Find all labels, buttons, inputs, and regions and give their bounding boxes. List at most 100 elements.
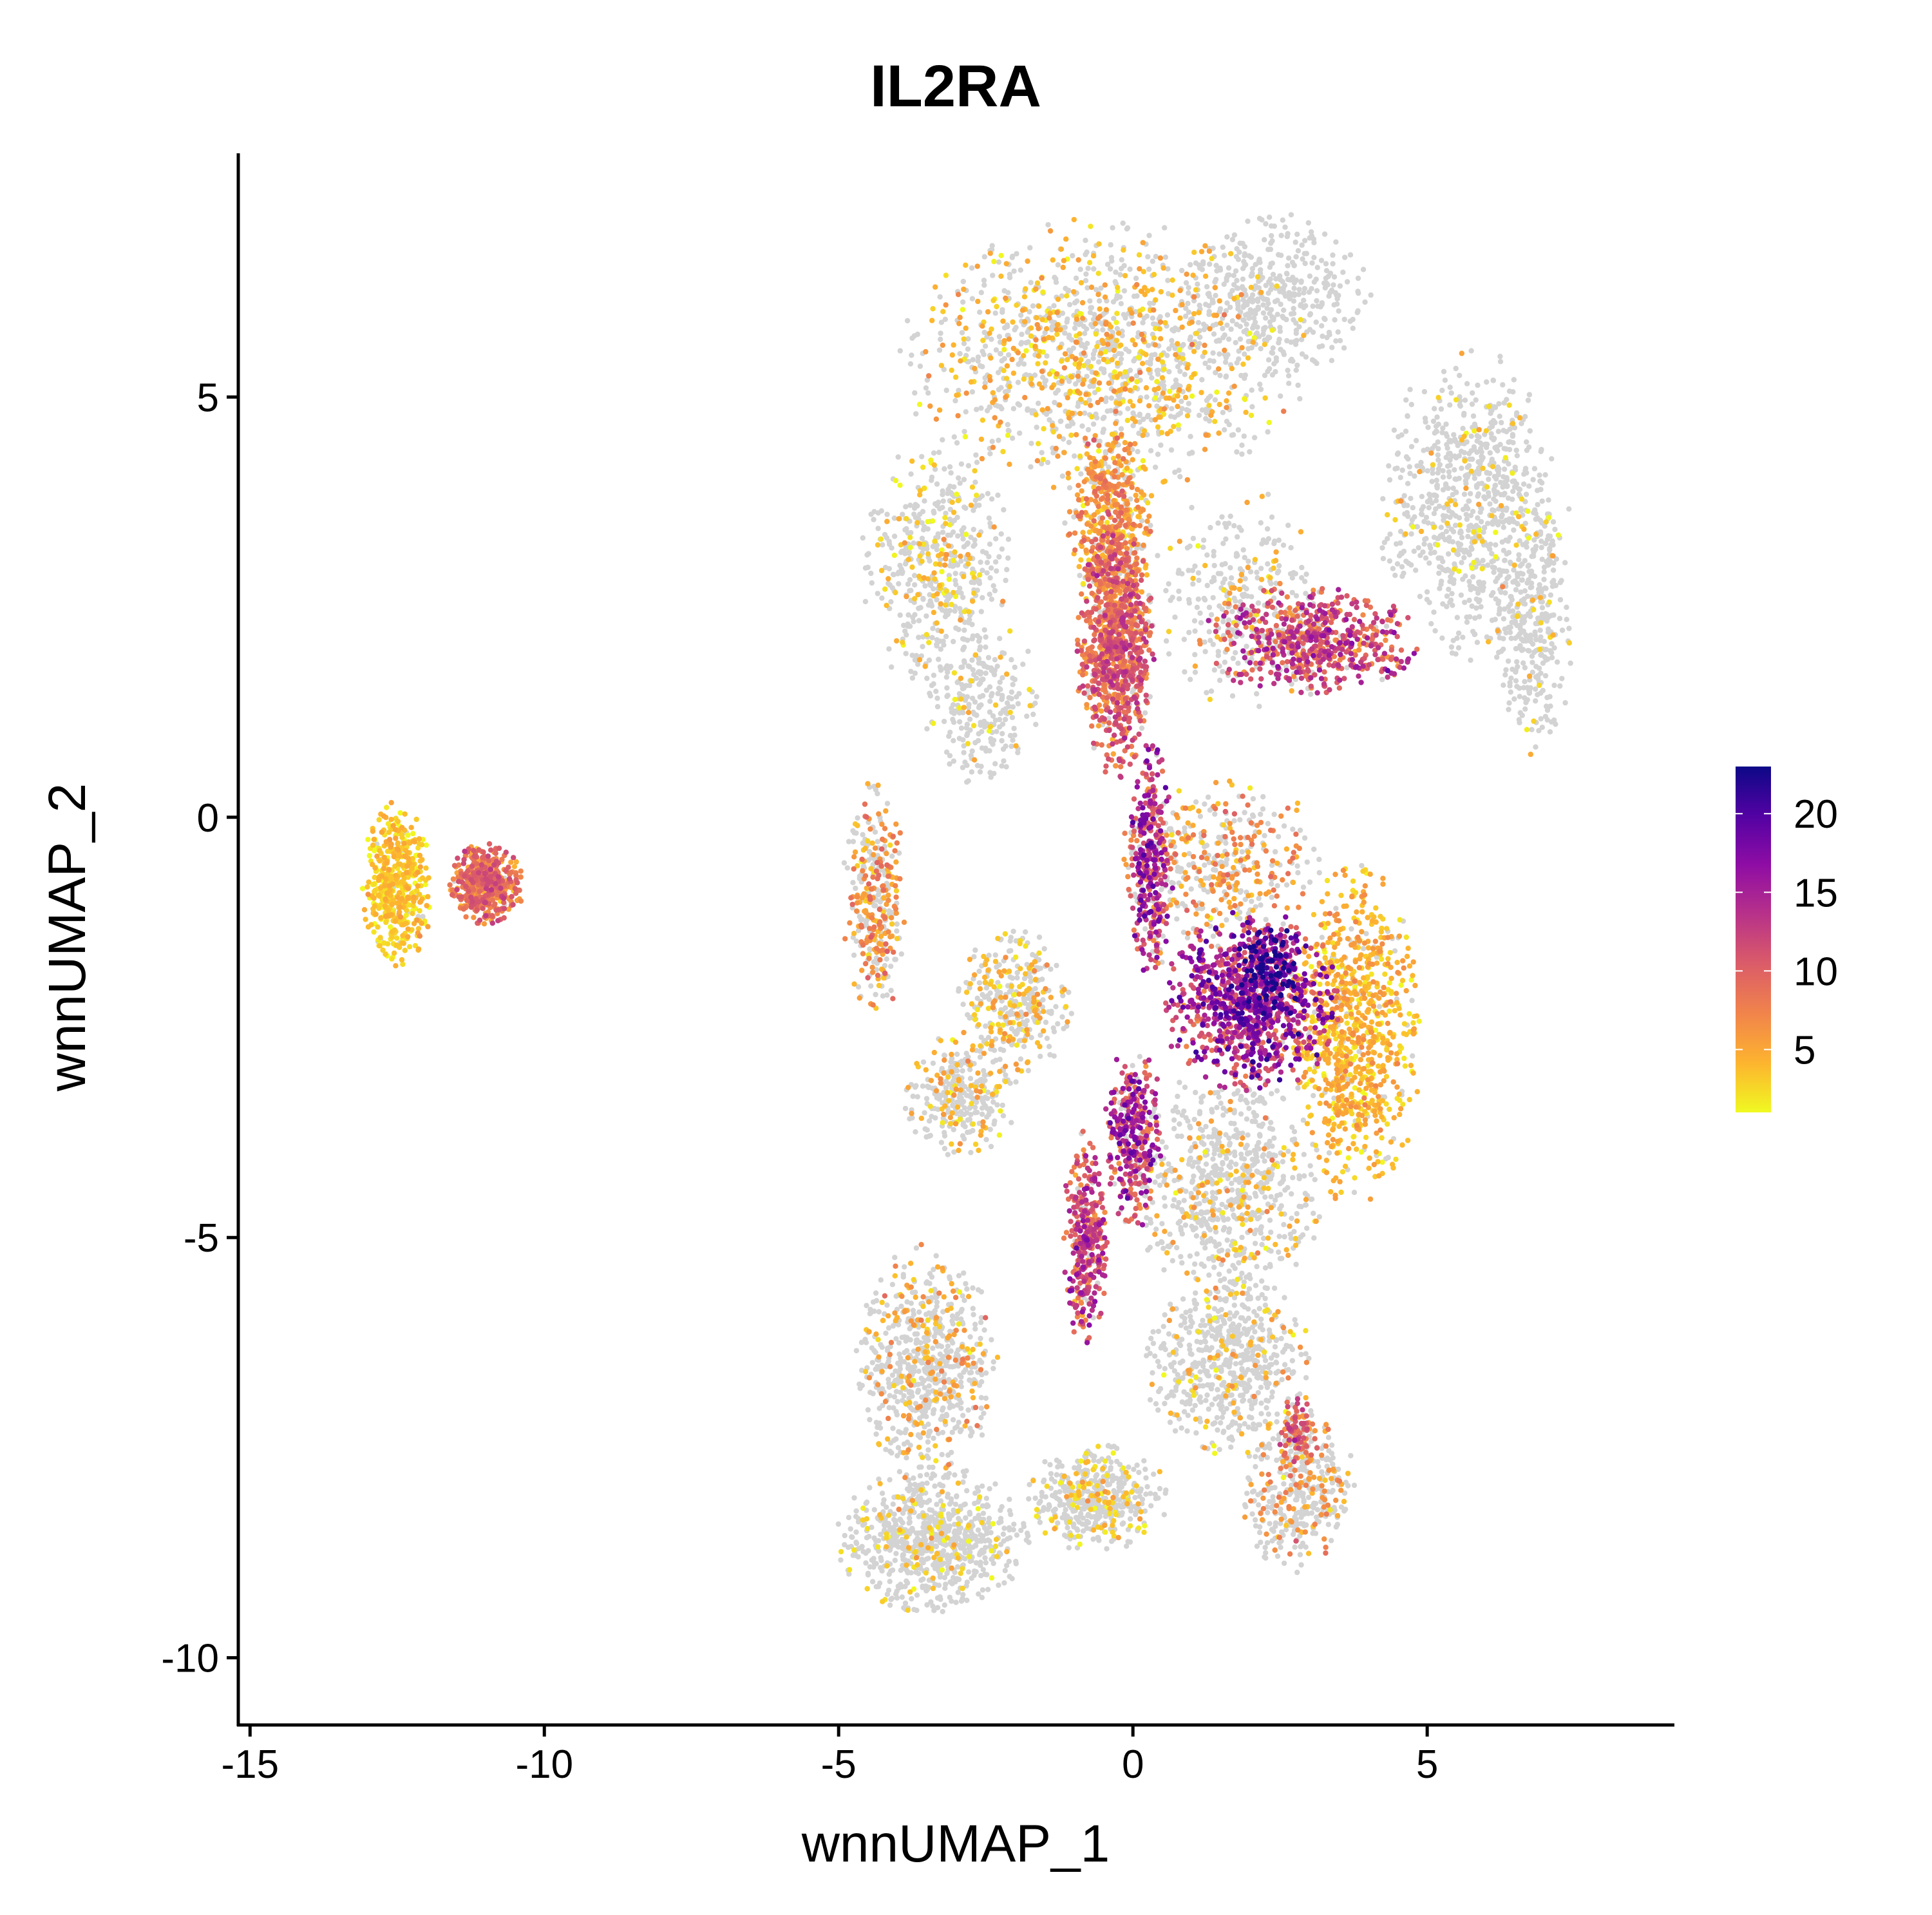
cell-point (1548, 592, 1554, 598)
cell-point (952, 571, 958, 576)
cell-point (1269, 350, 1276, 356)
cell-point (1515, 582, 1521, 587)
cell-point (1198, 1261, 1204, 1267)
cell-point (1504, 429, 1510, 435)
cell-point (960, 278, 967, 285)
cell-point (1232, 1266, 1238, 1272)
cell-point (1244, 643, 1249, 649)
cell-point (1188, 433, 1193, 439)
cell-point (1113, 269, 1119, 275)
cell-point (922, 498, 927, 504)
cell-point (1037, 966, 1043, 971)
cell-point (967, 716, 973, 722)
cell-point (1503, 630, 1509, 636)
cell-point (1028, 464, 1034, 470)
cell-point (1376, 1004, 1383, 1009)
cell-point (1385, 1154, 1391, 1161)
cell-point (1214, 1105, 1220, 1110)
cell-point (1316, 857, 1322, 862)
cell-point (1092, 312, 1097, 318)
cell-point (1302, 251, 1307, 256)
cell-point (1409, 998, 1415, 1004)
cell-point (1027, 309, 1032, 315)
cell-point (871, 517, 876, 522)
cell-point (999, 546, 1005, 552)
cell-point (1298, 1351, 1304, 1357)
cell-point (1300, 256, 1305, 262)
cell-point (1522, 679, 1528, 685)
cell-point (1298, 337, 1305, 343)
cell-point (1234, 1090, 1240, 1096)
cell-point (1204, 843, 1210, 848)
cell-point (1188, 1324, 1194, 1329)
cell-point (1223, 374, 1229, 380)
cell-point (1258, 902, 1264, 908)
cell-point (1211, 549, 1217, 555)
cell-point (1289, 1370, 1295, 1377)
cell-point (1221, 1276, 1227, 1282)
cell-point (965, 778, 971, 784)
cell-point (1245, 1132, 1251, 1138)
cell-point (998, 404, 1003, 410)
cell-point (1082, 410, 1088, 416)
cell-point (1182, 313, 1189, 319)
cell-point (1380, 556, 1387, 562)
cell-point (1256, 1306, 1262, 1311)
cell-point (1340, 269, 1346, 275)
cell-point (1267, 334, 1273, 341)
cell-point (1249, 299, 1256, 305)
cell-point (940, 437, 945, 443)
cell-point (1258, 566, 1264, 571)
cell-point (1146, 343, 1151, 348)
cell-point (1193, 1089, 1198, 1096)
cell-point (1222, 252, 1227, 258)
cell-point (1165, 278, 1171, 283)
cell-point (1088, 321, 1094, 328)
cell-point (1005, 537, 1012, 542)
cell-point (965, 663, 971, 669)
cell-point (1206, 1406, 1212, 1412)
cell-point (1039, 450, 1045, 455)
cell-point (996, 685, 1002, 691)
cell-point (952, 608, 958, 614)
cell-point (960, 1002, 966, 1007)
cell-point (1229, 236, 1236, 243)
cell-point (997, 636, 1003, 642)
cell-point (1223, 1298, 1229, 1304)
cell-point (958, 461, 965, 467)
cell-point (1299, 242, 1305, 248)
cell-point (1236, 356, 1242, 362)
cell-point (984, 570, 990, 576)
cell-point (952, 397, 958, 404)
cell-point (1507, 683, 1513, 689)
cell-point (961, 750, 967, 756)
cell-point (1006, 428, 1012, 434)
cell-point (1204, 1392, 1210, 1398)
cell-point (1108, 242, 1113, 248)
cell-point (1220, 1161, 1226, 1167)
cell-point (1541, 569, 1547, 575)
cell-point (936, 656, 942, 662)
cell-point (963, 409, 969, 415)
cell-point (1216, 1094, 1222, 1100)
cell-point (1083, 278, 1089, 283)
cell-point (1222, 561, 1228, 567)
cell-point (1297, 395, 1303, 402)
cell-point (1394, 541, 1399, 547)
cell-point (1464, 516, 1470, 522)
cell-point (1544, 717, 1550, 723)
cell-point (1249, 265, 1256, 272)
cell-point (1218, 1366, 1224, 1372)
cell-point (973, 452, 979, 458)
cell-point (1397, 528, 1404, 535)
cell-point (1168, 447, 1175, 453)
cell-point (1262, 1302, 1269, 1308)
cell-point (1294, 362, 1300, 368)
cell-point (1213, 370, 1218, 376)
cell-point (869, 580, 875, 586)
cell-point (1291, 310, 1297, 316)
cell-point (1530, 660, 1535, 665)
cell-point (1217, 351, 1222, 357)
cell-point (930, 544, 936, 549)
cell-point (1267, 319, 1273, 325)
